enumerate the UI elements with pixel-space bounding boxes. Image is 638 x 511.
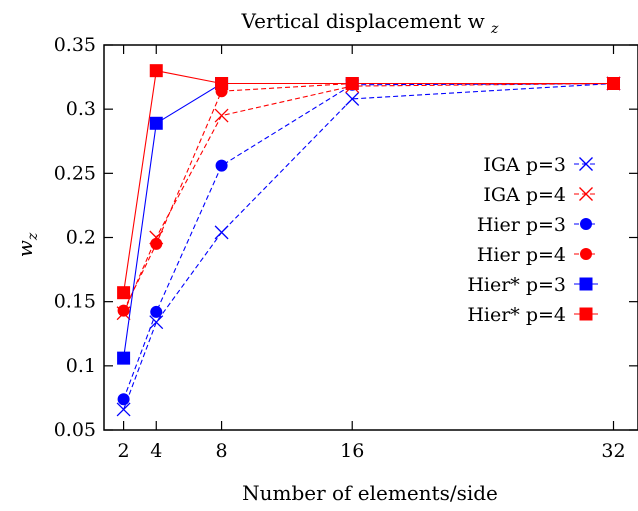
data-point: [149, 315, 164, 330]
legend-marker: [579, 187, 593, 201]
y-tick-label: 0.35: [54, 34, 96, 56]
plot-frame: [103, 44, 638, 431]
legend-item: Hier p=4: [477, 244, 598, 266]
x-axis-title: Number of elements/side: [242, 481, 498, 505]
legend-item: Hier* p=4: [467, 304, 598, 326]
chart-title: Vertical displacement w z: [241, 9, 500, 37]
legend-label: Hier p=4: [477, 244, 566, 266]
data-point: [215, 77, 229, 90]
legend-marker: [580, 218, 592, 230]
data-point: [345, 91, 360, 106]
legend-item: Hier p=3: [477, 214, 598, 236]
data-point: [116, 402, 131, 417]
legend-label: IGA p=4: [483, 184, 566, 206]
series-layer: [116, 64, 621, 417]
y-axis-title: wz: [13, 232, 41, 257]
legend: IGA p=3 IGA p=4 Hier p=3 Hier p=4 Hier* p=3 H…: [467, 154, 598, 326]
x-tick-label: 16: [340, 440, 364, 462]
svg-text:wz: wz: [13, 232, 41, 257]
data-point: [117, 393, 130, 406]
y-tick-label: 0.2: [66, 227, 96, 249]
data-point: [150, 305, 163, 318]
data-point: [117, 304, 130, 317]
legend-marker: [579, 157, 593, 171]
data-point: [345, 77, 359, 90]
data-point: [607, 77, 621, 90]
y-tick-label: 0.3: [66, 98, 96, 120]
axis-ticks: 0.05 0.1 0.15 0.2 0.25 0.3 0.35 2 4 8 16 32: [54, 34, 638, 462]
data-point: [150, 237, 163, 250]
legend-label: IGA p=3: [483, 154, 566, 176]
data-point: [214, 225, 229, 240]
y-tick-label: 0.25: [54, 162, 96, 184]
x-tick-label: 4: [150, 440, 162, 462]
y-tick-label: 0.05: [54, 419, 96, 441]
data-point: [215, 159, 228, 172]
y-tick-label: 0.15: [54, 291, 96, 313]
x-tick-label: 8: [216, 440, 228, 462]
legend-label: Hier* p=3: [467, 274, 566, 296]
data-point: [149, 116, 163, 130]
series-line: [123, 82, 614, 400]
legend-item: Hier* p=3: [467, 274, 598, 296]
data-point: [149, 64, 163, 78]
legend-marker: [579, 277, 593, 291]
data-point: [117, 351, 131, 365]
data-point: [117, 286, 131, 300]
legend-marker: [579, 307, 593, 321]
legend-label: Hier p=3: [477, 214, 566, 236]
y-tick-label: 0.1: [66, 355, 96, 377]
legend-label: Hier* p=4: [467, 304, 566, 326]
legend-item: IGA p=4: [483, 184, 598, 206]
x-tick-label: 32: [601, 440, 625, 462]
series-1: [116, 76, 621, 417]
series-3: [117, 77, 620, 406]
legend-marker: [580, 248, 592, 260]
series-6: [117, 64, 621, 300]
data-point: [214, 108, 229, 123]
x-tick-label: 2: [118, 440, 130, 462]
legend-item: IGA p=3: [483, 154, 598, 176]
